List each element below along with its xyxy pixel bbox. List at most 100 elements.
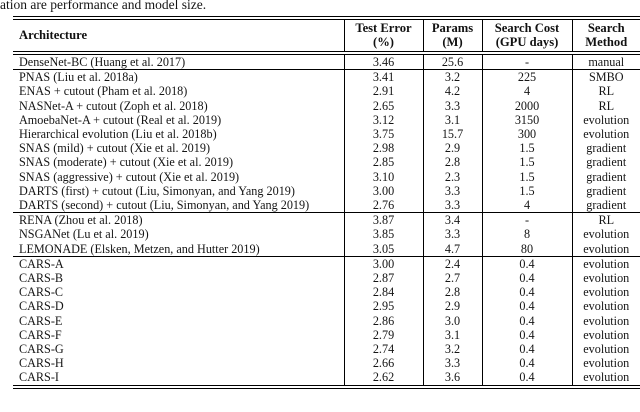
cell-search-cost: 0.4 [481,271,572,286]
cell-architecture: CARS-H [19,356,64,371]
cell-search-cost: 0.4 [481,342,572,357]
cell-architecture: CARS-E [19,313,63,328]
cell-test-error: 2.86 [343,313,423,328]
col-header-label: Search Cost [494,21,560,35]
cell-test-error: 3.41 [343,69,423,85]
caption-fragment: ation are performance and model size. [0,0,207,12]
cell-params: 3.3 [422,183,482,199]
cell-architecture: RENA (Zhou et al. 2018) [13,212,344,228]
cell-search-method: evolution [571,327,640,343]
cell-search-method: RL [571,212,640,228]
table-row: DenseNet-BC (Huang et al. 2017) 3.46 25.6-… [13,53,640,70]
cell-test-error: 2.87 [343,271,423,286]
cell-architecture: ENAS + cutout (Pham et al. 2018) [19,84,188,99]
cell-search-method: gradient [571,198,640,213]
col-header-unit: (M) [442,34,463,49]
cell-search-method: gradient [571,141,640,156]
table-row: RENA (Zhou et al. 2018) 3.87 3.4- RL [13,212,640,228]
cell-architecture: SNAS (aggressive) + cutout (Xie et al. 2… [19,169,240,184]
col-header-unit: (%) [373,34,394,49]
cell-params: 3.1 [422,112,482,128]
cell-params: 3.2 [422,69,482,85]
table-row: LEMONADE (Elsken, Metzen, and Hutter 201… [13,241,640,257]
table-row: SNAS (moderate) + cutout (Xie et al. 201… [13,155,640,170]
table-row: CARS-C 2.84 2.8 0.4 evolution [13,285,640,300]
cell-architecture: SNAS (moderate) + cutout (Xie et al. 201… [19,155,234,170]
cell-search-method: RL [571,84,640,99]
cell-search-method: evolution [571,255,640,272]
col-header-test-error: Test Error (%) [343,18,423,55]
cell-search-cost: - [481,53,572,70]
cell-search-cost: 1.5 [481,169,572,184]
cell-params: 2.3 [422,169,482,184]
results-table: Architecture Test Error (%) Params (M) S… [13,16,640,389]
col-header-search-method: Search Method [571,18,640,55]
cell-architecture: AmoebaNet-A + cutout (Real et al. 2019) [19,112,222,127]
cell-params: 2.8 [422,155,482,170]
cell-params: 3.2 [422,342,482,357]
table-row: DARTS (second) + cutout (Liu, Simonyan, … [13,198,640,213]
cell-search-cost: 8 [481,227,572,242]
cell-architecture: NASNet-A + cutout (Zoph et al. 2018) [19,98,208,113]
cell-search-method: evolution [571,285,640,300]
cell-search-method: gradient [571,183,640,199]
table-body: DenseNet-BC (Huang et al. 2017) 3.46 25.6-… [13,53,640,387]
table-row: SNAS (aggressive) + cutout (Xie et al. 2… [13,169,640,184]
cell-params: 4.7 [422,241,482,257]
table-row: CARS-D 2.95 2.9 0.4 evolution [13,299,640,314]
cell-test-error: 2.91 [343,84,423,99]
cell-search-method: RL [571,98,640,113]
cell-test-error: 2.98 [343,141,423,156]
table-row: PNAS (Liu et al. 2018a) 3.41 3.2 225 SMBO [13,69,640,85]
cell-search-method: evolution [571,313,640,328]
cell-search-cost: 300 [481,127,572,142]
cell-search-method: evolution [571,112,640,128]
col-header-unit: (GPU days) [495,34,559,49]
cell-search-cost: 3150 [481,112,572,128]
col-header-params: Params (M) [422,18,482,55]
cell-test-error: 2.66 [343,356,423,371]
cell-params: 3.1 [422,327,482,343]
table-row: NASNet-A + cutout (Zoph et al. 2018) 2.65… [13,98,640,113]
col-header-label: Architecture [19,27,88,42]
cell-architecture: DenseNet-BC (Huang et al. 2017) [19,55,186,69]
cell-search-method: gradient [571,155,640,170]
cell-search-cost: - [481,212,572,228]
cell-params: 3.0 [422,313,482,328]
cell-architecture: NSGANet (Lu et al. 2019) [19,227,149,242]
col-header-architecture: Architecture [13,18,344,55]
cell-params: 3.3 [422,227,482,242]
header-row: Architecture Test Error (%) Params (M) S… [13,18,640,55]
cell-params: 2.8 [422,285,482,300]
cell-search-method: manual [571,53,640,70]
col-header-search-cost: Search Cost (GPU days) [481,18,572,55]
cell-search-method: evolution [571,370,640,387]
cell-architecture: CARS-B [19,271,64,286]
table-row: CARS-E 2.86 3.0 0.4 evolution [13,313,640,328]
cell-architecture: PNAS (Liu et al. 2018a) [13,69,344,85]
table-row: CARS-G 2.74 3.2 0.4 evolution [13,342,640,357]
cell-architecture: CARS-I [19,370,59,385]
cell-search-cost: 1.5 [481,155,572,170]
cell-search-method: gradient [571,169,640,184]
table-header: Architecture Test Error (%) Params (M) S… [13,18,640,55]
cell-search-method: evolution [571,227,640,242]
cell-architecture: SNAS (mild) + cutout (Xie et al. 2019) [19,141,211,156]
cell-architecture: LEMONADE (Elsken, Metzen, and Hutter 201… [19,241,260,256]
cell-test-error: 2.62 [343,370,423,387]
cell-params: 4.2 [422,84,482,99]
cell-architecture: DARTS (second) + cutout (Liu, Simonyan, … [19,198,310,213]
table-row: ENAS + cutout (Pham et al. 2018) 2.91 4.2 4… [13,84,640,99]
cell-search-method: evolution [571,271,640,286]
cell-test-error: 3.85 [343,227,423,242]
cell-search-cost: 80 [481,241,572,257]
cell-search-cost: 1.5 [481,141,572,156]
cell-test-error: 3.10 [343,169,423,184]
cell-search-cost: 0.4 [481,285,572,300]
table-row: NSGANet (Lu et al. 2019) 3.85 3.3 8 evolutio… [13,227,640,242]
cell-test-error: 2.74 [343,342,423,357]
cell-search-cost: 2000 [481,98,572,113]
cell-params: 2.4 [422,255,482,272]
table-row: CARS-H 2.66 3.3 0.4 evolution [13,356,640,371]
